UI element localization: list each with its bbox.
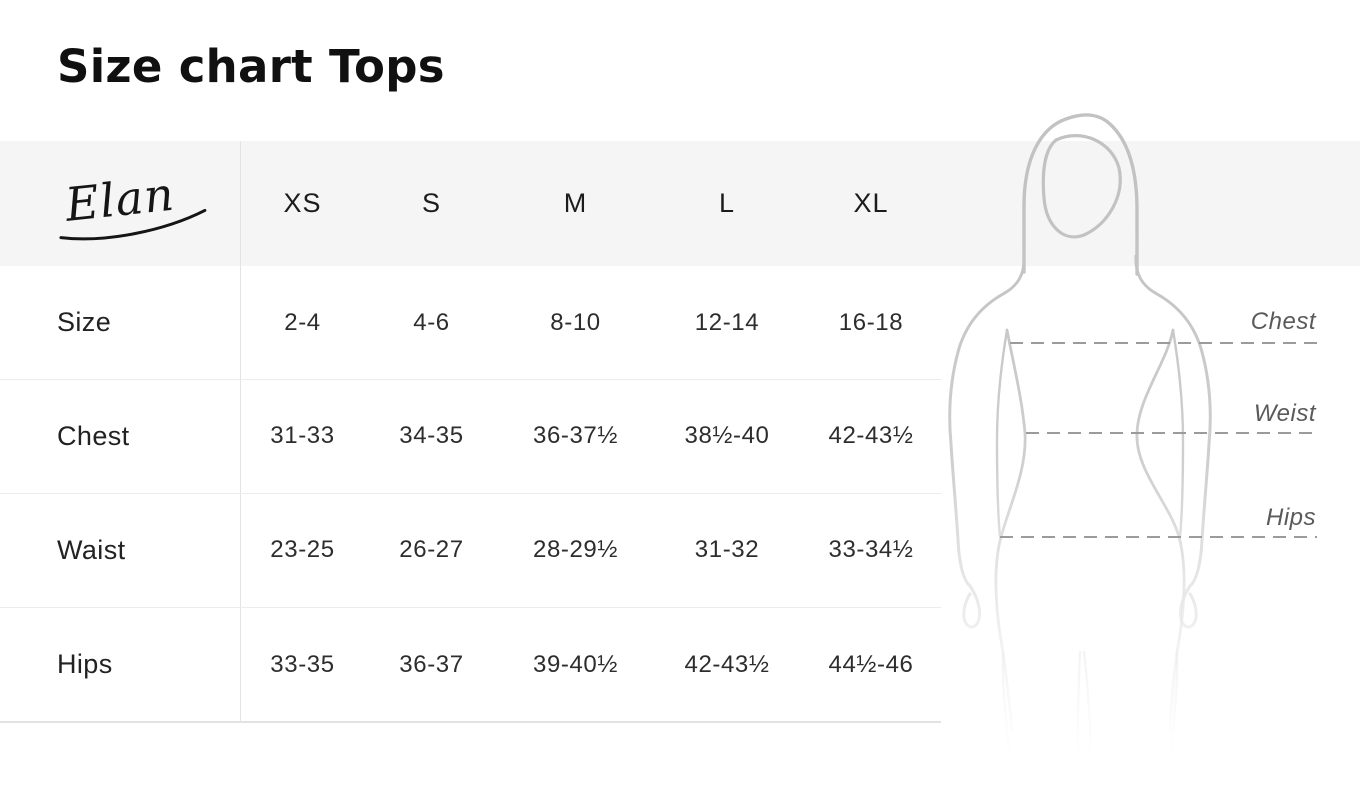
table-cell: 23-25 [270,536,335,563]
table-cell: 4-6 [413,308,450,336]
table-cell: 12-14 [694,308,760,336]
table-cell: 31-32 [694,536,760,563]
table-cell: 34-35 [399,422,464,449]
table-cell: 36-37 [399,650,464,678]
brand-logo: Elan [0,141,240,266]
table-cell: 2-4 [284,308,321,336]
table-row-divider [0,493,941,494]
table-cell: 8-10 [550,308,601,336]
table-cell: 36-37½ [533,422,618,449]
table-cell: 44½-46 [828,650,914,678]
figure-label-hips: Hips [1265,504,1316,531]
table-cell: 31-33 [270,422,335,449]
column-header-xl: XL [853,188,889,218]
table-row-divider [0,379,941,380]
row-label-hips: Hips [57,649,113,679]
table-header-band [0,141,1360,266]
table-cell: 42-43½ [828,422,914,449]
elan-logo-icon: Elan [59,166,207,240]
table-cell: 26-27 [399,536,464,563]
row-label-size: Size [57,307,112,337]
table-cell: 33-35 [270,650,335,678]
table-cell: 16-18 [838,308,904,336]
column-header-m: M [563,188,588,218]
woman-silhouette-icon [948,113,1317,804]
row-label-chest: Chest [57,420,130,451]
column-header-xs: XS [283,188,322,218]
row-label-waist: Waist [57,534,126,565]
table-cell: 38½-40 [684,422,770,449]
table-cell: 28-29½ [533,536,618,563]
column-header-s: S [421,188,441,218]
size-table: Elan XS S M L XL Size 2-4 4-6 8-10 12-14… [0,141,941,722]
page-title: Size chart Tops [57,40,445,93]
table-cell: 33-34½ [828,536,914,563]
figure-label-waist: Weist [1253,400,1316,427]
figure-label-chest: Chest [1250,308,1316,335]
table-cell: 39-40½ [533,650,618,678]
table-bottom-border [0,721,941,723]
table-row-divider [0,607,941,608]
elan-logo-text: Elan [62,166,177,231]
table-vertical-divider [240,141,241,722]
table-cell: 42-43½ [684,650,770,678]
column-header-l: L [718,188,736,218]
